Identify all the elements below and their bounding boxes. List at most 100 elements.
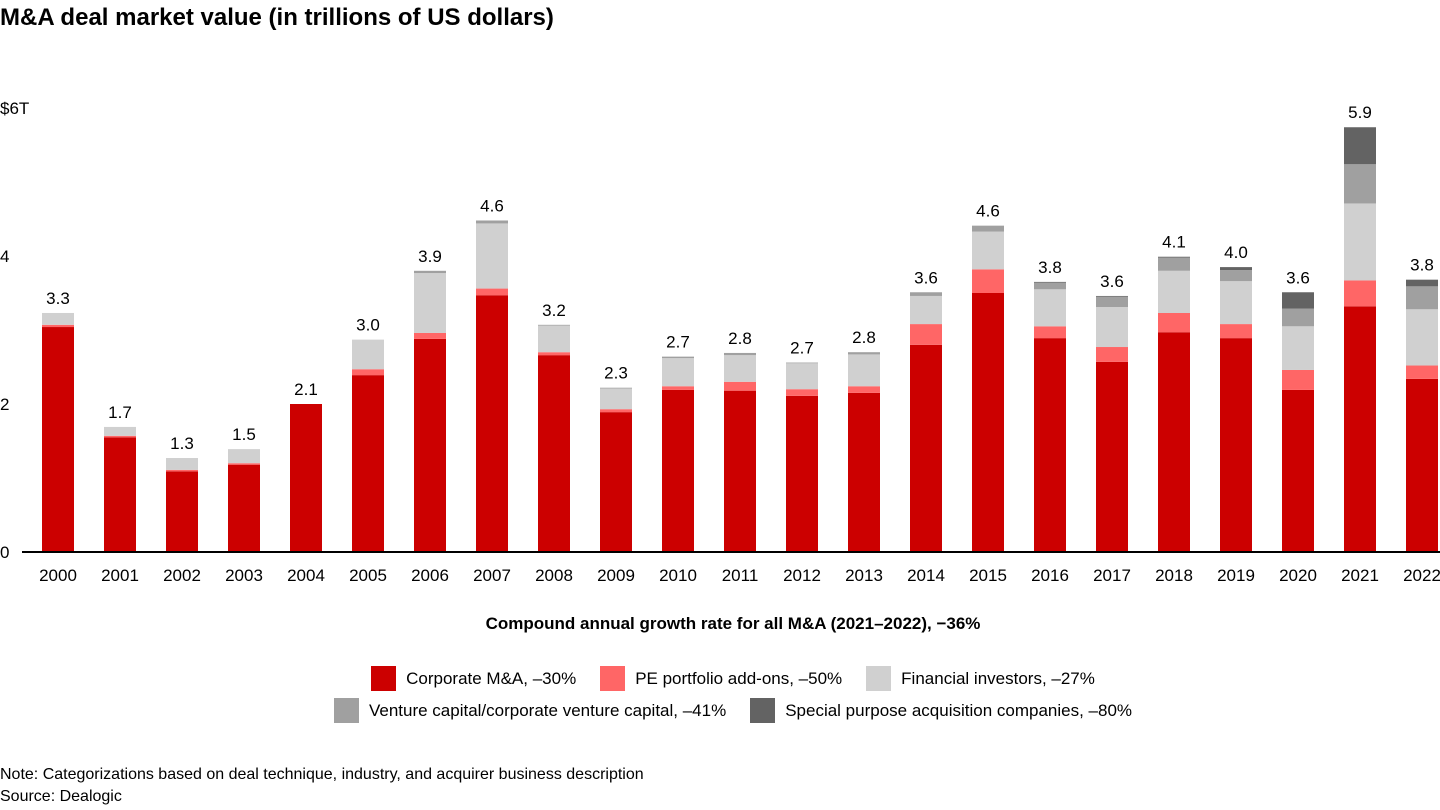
bar-segment xyxy=(1282,326,1314,370)
bar-segment xyxy=(414,332,446,339)
bar-segment xyxy=(414,338,446,552)
bar-segment xyxy=(104,435,136,438)
bar-segment xyxy=(1158,270,1190,313)
bar-segment xyxy=(910,344,942,552)
data-label: 2.1 xyxy=(294,380,318,399)
bar-segment xyxy=(910,324,942,345)
bar-segment xyxy=(910,295,942,325)
data-label: 2.3 xyxy=(604,364,628,383)
legend-item: Financial investors, –27% xyxy=(866,666,1095,691)
y-tick-label: $6T xyxy=(0,99,29,118)
data-label: 1.3 xyxy=(170,434,194,453)
cagr-note: Compound annual growth rate for all M&A … xyxy=(485,614,981,633)
bar-segment xyxy=(1220,338,1252,552)
x-tick-label: 2003 xyxy=(225,566,263,585)
bar-segment xyxy=(42,312,74,325)
x-tick-label: 2008 xyxy=(535,566,573,585)
bar-segment xyxy=(786,389,818,396)
bar-segment xyxy=(1034,338,1066,552)
bar-segment xyxy=(1220,270,1252,282)
x-tick-label: 2022 xyxy=(1403,566,1440,585)
bar-segment xyxy=(538,324,570,326)
bar-segment xyxy=(848,386,880,393)
bar-segment xyxy=(538,355,570,552)
bar-segment xyxy=(1282,308,1314,327)
bar-segment xyxy=(1406,309,1438,366)
bar-segment xyxy=(1406,286,1438,310)
bar-segment xyxy=(1220,281,1252,325)
bar-segment xyxy=(1034,289,1066,327)
bar-segment xyxy=(972,293,1004,552)
legend-label: PE portfolio add-ons, –50% xyxy=(635,668,843,688)
bar-segment xyxy=(42,324,74,328)
data-label: 4.0 xyxy=(1224,243,1248,262)
legend-swatch xyxy=(600,666,626,691)
bar-segment xyxy=(1096,361,1128,552)
data-label: 3.9 xyxy=(418,247,442,266)
bar-segment xyxy=(538,352,570,356)
footnotes: Note: Categorizations based on deal tech… xyxy=(0,764,644,808)
data-label: 2.8 xyxy=(852,328,876,347)
bar-segment xyxy=(1344,164,1376,204)
bar-segment xyxy=(848,354,880,387)
bar-segment xyxy=(166,469,198,472)
legend-label: Special purpose acquisition companies, –… xyxy=(785,700,1133,720)
x-tick-label: 2011 xyxy=(722,566,759,585)
bar-segment xyxy=(1034,282,1066,290)
bar-segment xyxy=(1282,389,1314,552)
bar-segment xyxy=(1034,281,1066,283)
bar-segment xyxy=(166,458,198,470)
y-tick-label: 2 xyxy=(0,395,9,414)
bar-segment xyxy=(1096,347,1128,362)
data-label: 4.1 xyxy=(1162,233,1186,252)
data-label: 1.7 xyxy=(108,403,132,422)
data-label: 2.7 xyxy=(666,333,690,352)
x-tick-label: 2001 xyxy=(101,566,139,585)
bar-segment xyxy=(848,392,880,552)
data-label: 3.8 xyxy=(1038,258,1062,277)
bar-segment xyxy=(104,437,136,552)
bar-segment xyxy=(476,288,508,296)
bar-segment xyxy=(662,389,694,552)
x-tick-label: 2020 xyxy=(1279,566,1317,585)
bar-segment xyxy=(476,295,508,552)
bar-segment xyxy=(724,355,756,382)
data-label: 2.8 xyxy=(728,329,752,348)
bar-segment xyxy=(786,363,818,390)
bar-segment xyxy=(848,352,880,355)
x-tick-label: 2012 xyxy=(783,566,821,585)
bar-segment xyxy=(1406,279,1438,287)
bar-segment xyxy=(1158,332,1190,552)
bar-segment xyxy=(1344,203,1376,281)
x-tick-label: 2004 xyxy=(287,566,325,585)
bar-segment xyxy=(1096,307,1128,348)
data-label: 1.5 xyxy=(232,425,256,444)
data-label: 3.6 xyxy=(1100,272,1124,291)
bar-segment xyxy=(724,352,756,356)
data-label: 3.2 xyxy=(542,301,566,320)
bar-segment xyxy=(1096,295,1128,297)
bar-segment xyxy=(352,375,384,552)
bar-segment xyxy=(724,390,756,552)
data-label: 2.7 xyxy=(790,339,814,358)
bar-segment xyxy=(538,325,570,353)
bar-segment xyxy=(352,339,384,370)
legend-label: Venture capital/corporate venture capita… xyxy=(368,700,727,720)
x-tick-label: 2021 xyxy=(1341,566,1379,585)
bar-segment xyxy=(166,471,198,552)
data-label: 3.6 xyxy=(1286,268,1310,287)
bar-segment xyxy=(290,404,322,552)
y-tick-label: 4 xyxy=(0,247,9,266)
x-tick-label: 2009 xyxy=(597,566,635,585)
bar-segment xyxy=(1282,369,1314,390)
bar-segment xyxy=(1344,127,1376,165)
x-tick-label: 2013 xyxy=(845,566,883,585)
x-tick-label: 2002 xyxy=(163,566,201,585)
bar-segment xyxy=(786,362,818,364)
bar-segment xyxy=(42,327,74,552)
bar-segment xyxy=(228,464,260,552)
bar-segment xyxy=(476,220,508,224)
data-label: 5.9 xyxy=(1348,103,1372,122)
bar-segment xyxy=(662,356,694,359)
data-label: 3.8 xyxy=(1410,256,1434,275)
